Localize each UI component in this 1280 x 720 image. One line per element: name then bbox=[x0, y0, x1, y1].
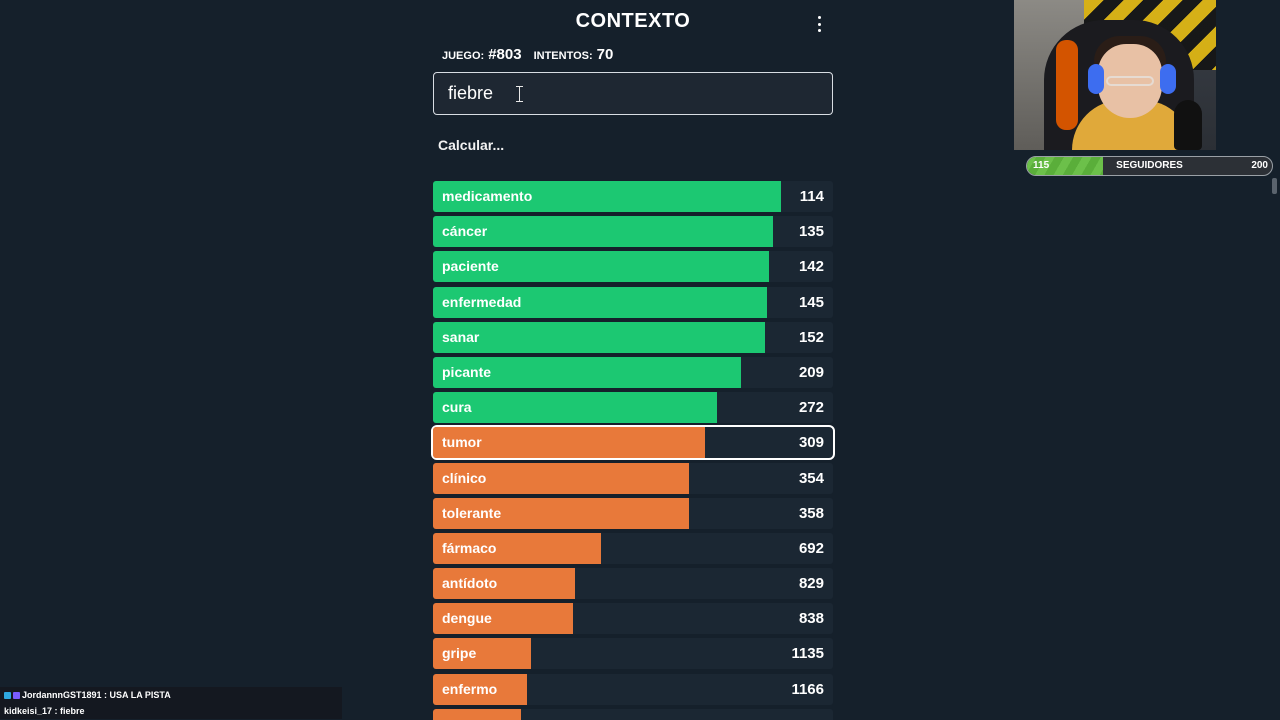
guess-row: antídoto 829 bbox=[433, 568, 833, 600]
guess-input[interactable] bbox=[433, 72, 833, 115]
guess-word: tolerante bbox=[442, 504, 502, 521]
guess-rank: 145 bbox=[798, 293, 824, 311]
followers-goal-target: 200 bbox=[1251, 160, 1268, 171]
guess-word: dengue bbox=[442, 610, 492, 627]
chat-text: USA LA PISTA bbox=[109, 690, 171, 700]
guess-rank: 354 bbox=[798, 469, 824, 487]
followers-goal-label: SEGUIDORES bbox=[1116, 160, 1183, 171]
guess-rank: 142 bbox=[798, 258, 824, 276]
guess-word: cura bbox=[442, 399, 472, 416]
guess-row: medicamento 114 bbox=[433, 181, 833, 212]
similarity-bar bbox=[433, 497, 689, 529]
guess-row: enfermedad 145 bbox=[433, 286, 833, 318]
similarity-bar bbox=[433, 286, 767, 318]
microphone-icon bbox=[1174, 100, 1202, 150]
text-cursor-icon bbox=[516, 86, 524, 102]
menu-dot bbox=[817, 29, 821, 33]
guess-rank: 1166 bbox=[791, 680, 824, 698]
attempts-label: INTENTOS: bbox=[533, 50, 593, 62]
similarity-bar bbox=[433, 356, 741, 388]
guess-row: fármaco 692 bbox=[433, 532, 833, 564]
page-title: CONTEXTO bbox=[575, 10, 691, 32]
chat-message: JordannnGST1891 : USA LA PISTA bbox=[0, 687, 342, 703]
similarity-bar bbox=[433, 427, 705, 459]
followers-goal-current: 115 bbox=[1033, 160, 1050, 171]
guess-row: sanar 152 bbox=[433, 321, 833, 353]
guess-word: paciente bbox=[442, 258, 499, 275]
chat-username: kidkeisi_17 bbox=[4, 706, 53, 716]
guess-word: enfermedad bbox=[442, 293, 522, 310]
guess-word: cáncer bbox=[442, 223, 488, 240]
guess-row: picante 209 bbox=[433, 356, 833, 388]
guess-rank: 829 bbox=[798, 575, 824, 593]
guess-rank: 114 bbox=[799, 188, 824, 205]
guess-word: enfermo bbox=[442, 680, 498, 697]
guess-rank: 358 bbox=[798, 504, 824, 522]
similarity-bar bbox=[433, 181, 781, 212]
guess-row: gripe 1135 bbox=[433, 638, 833, 670]
guess-rank: 152 bbox=[798, 328, 824, 346]
status-text: Calcular... bbox=[438, 137, 505, 153]
guess-word: fármaco bbox=[442, 539, 497, 556]
guess-rank: 838 bbox=[798, 610, 824, 628]
guess-rank: 309 bbox=[798, 434, 824, 452]
similarity-bar bbox=[433, 673, 527, 705]
guess-word: sanar bbox=[442, 328, 480, 345]
guess-row: clínico 354 bbox=[433, 462, 833, 494]
game-stats: JUEGO: #803 INTENTOS: 70 bbox=[442, 46, 621, 63]
similarity-bar bbox=[433, 392, 717, 424]
similarity-bar bbox=[433, 251, 769, 283]
guess-word: antídoto bbox=[442, 575, 498, 592]
guess-rank: 272 bbox=[798, 399, 824, 417]
more-options-icon[interactable] bbox=[810, 12, 828, 36]
chat-username: JordannnGST1891 bbox=[22, 690, 102, 700]
followers-goal-bar: SEGUIDORES 115 200 bbox=[1026, 156, 1273, 176]
similarity-bar bbox=[433, 568, 575, 600]
headset-icon bbox=[1088, 64, 1104, 94]
menu-dot bbox=[817, 15, 821, 19]
guess-rank: 1135 bbox=[791, 645, 824, 663]
menu-dot bbox=[817, 22, 821, 26]
attempts-value: 70 bbox=[596, 46, 614, 63]
guess-word: tumor bbox=[442, 434, 482, 451]
guess-row bbox=[433, 708, 833, 720]
followers-goal-fill bbox=[1027, 157, 1103, 175]
guess-row: cura 272 bbox=[433, 392, 833, 424]
chat-overlay: JordannnGST1891 : USA LA PISTA kidkeisi_1… bbox=[0, 687, 342, 719]
guess-row: enfermo 1166 bbox=[433, 673, 833, 705]
guess-rank: 692 bbox=[798, 539, 824, 557]
chat-badge-icon bbox=[13, 692, 20, 700]
similarity-bar bbox=[433, 708, 521, 720]
chat-text: fiebre bbox=[60, 706, 85, 716]
guess-row: tolerante 358 bbox=[433, 497, 833, 529]
game-label: JUEGO: bbox=[442, 50, 485, 62]
guess-row: paciente 142 bbox=[433, 251, 833, 283]
similarity-bar bbox=[433, 216, 773, 248]
scrollbar-thumb[interactable] bbox=[1272, 178, 1277, 194]
chat-badge-icon bbox=[4, 692, 11, 700]
similarity-bar bbox=[433, 532, 601, 564]
similarity-bar bbox=[433, 603, 573, 635]
similarity-bar bbox=[433, 462, 689, 494]
guess-word: medicamento bbox=[442, 188, 533, 204]
guess-row: cáncer 135 bbox=[433, 216, 833, 248]
guess-word: gripe bbox=[442, 645, 477, 662]
chat-message: kidkeisi_17 : fiebre bbox=[4, 706, 85, 716]
game-number: #803 bbox=[488, 46, 522, 63]
similarity-bar bbox=[433, 321, 765, 353]
similarity-bar bbox=[433, 638, 531, 670]
guess-row: dengue 838 bbox=[433, 603, 833, 635]
guess-row-current: tumor 309 bbox=[431, 425, 835, 461]
guess-word: clínico bbox=[442, 469, 487, 486]
webcam-overlay bbox=[1014, 0, 1216, 150]
guess-word: picante bbox=[442, 363, 492, 380]
guess-rank: 135 bbox=[798, 223, 824, 241]
guess-rank: 209 bbox=[798, 363, 824, 381]
guess-list: medicamento 114 cáncer 135 paciente 142 enferm… bbox=[431, 181, 835, 720]
